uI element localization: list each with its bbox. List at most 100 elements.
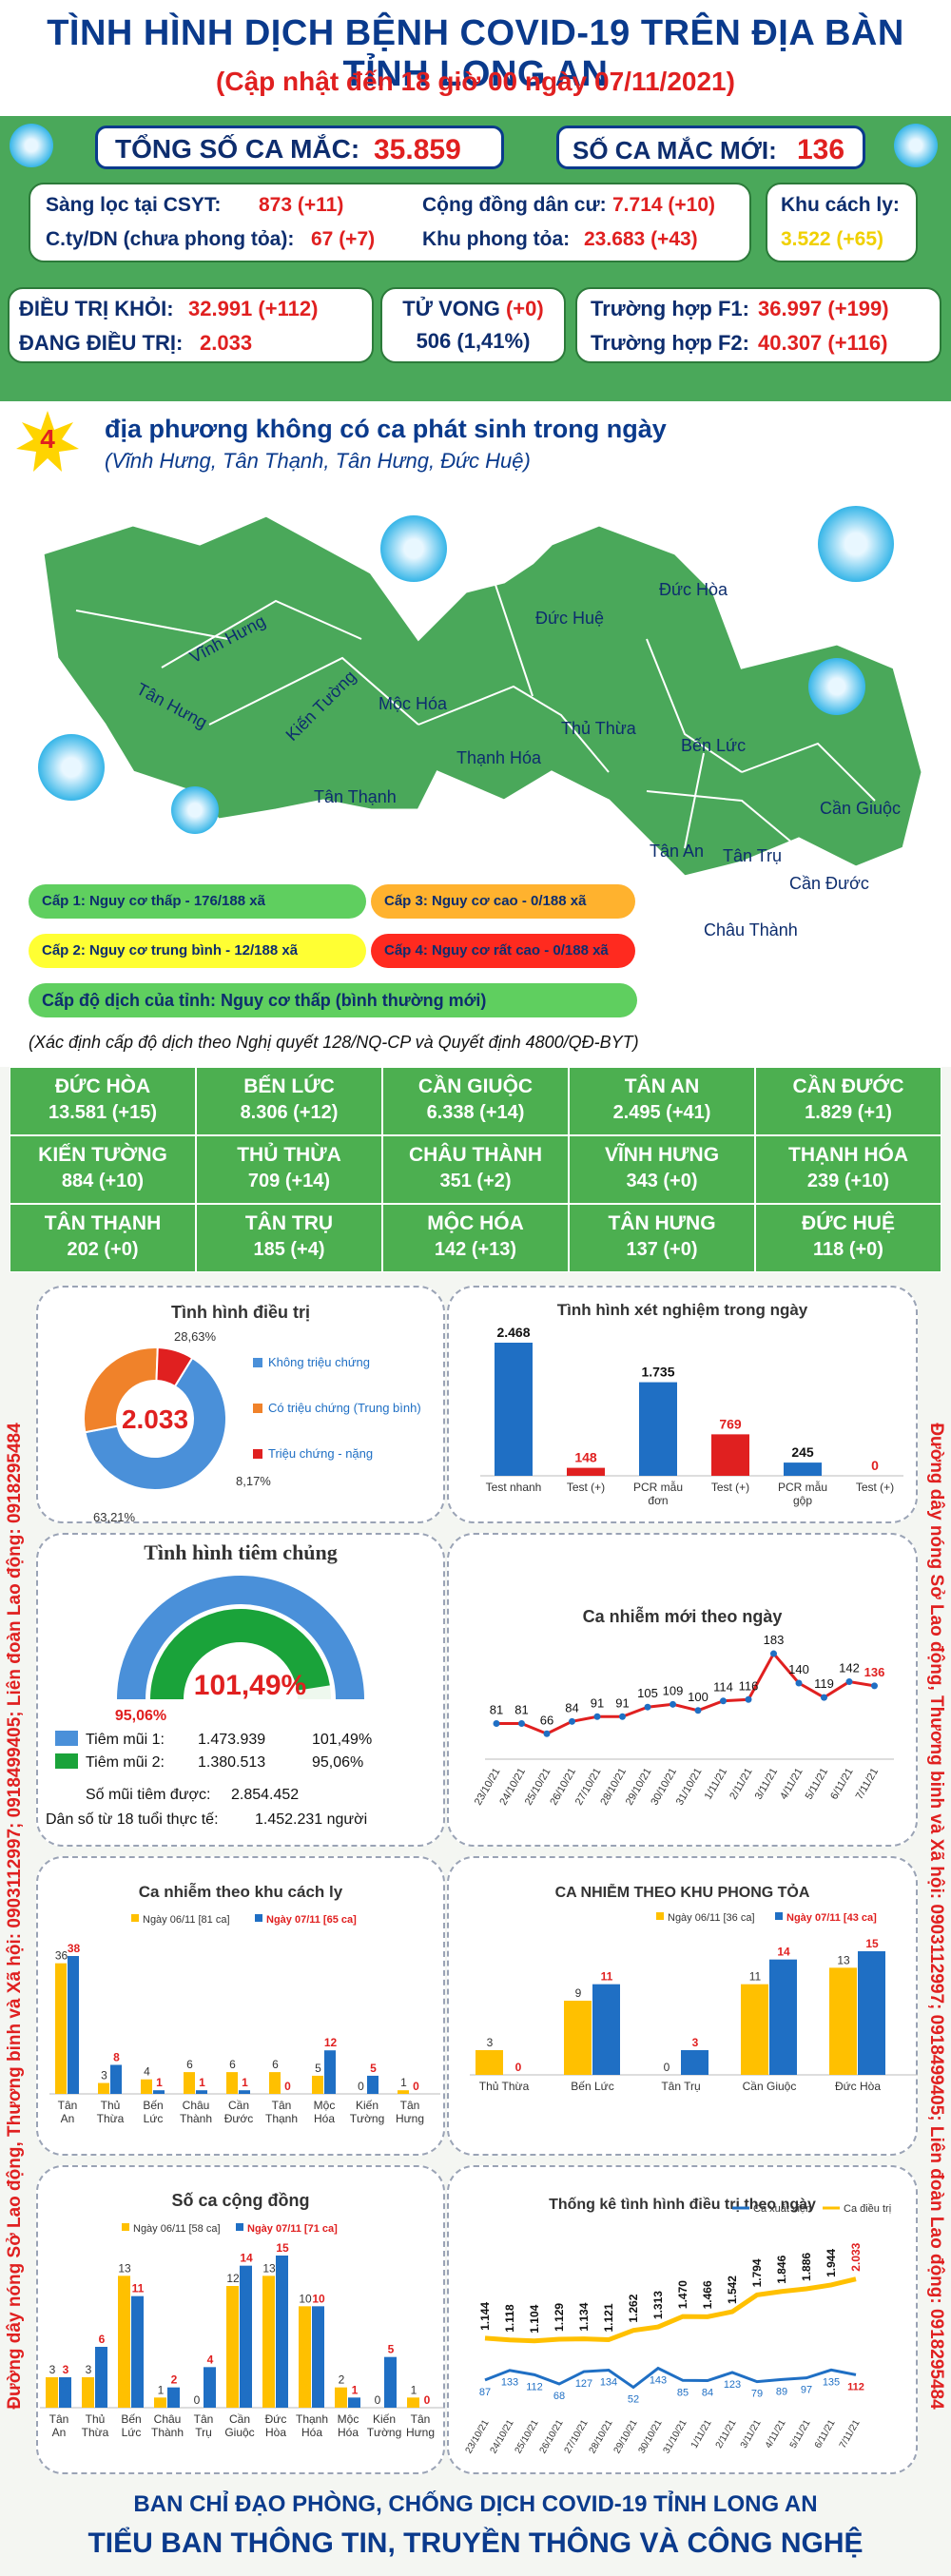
data-point (593, 1713, 601, 1720)
district-name: CẦN ĐƯỚC (792, 1075, 904, 1097)
tick-label: gộp (793, 1494, 812, 1507)
data-label: 1.134 (577, 2302, 591, 2331)
tick-label: Tường (367, 2426, 402, 2439)
data-label: 14 (777, 1946, 790, 1959)
district-value: 1.829 (+1) (805, 1102, 892, 1123)
tick-label: Lức (144, 2112, 164, 2125)
tick-label: 1/11/21 (689, 2418, 714, 2450)
data-label: 0 (284, 2080, 291, 2093)
data-point (619, 1713, 626, 1720)
tick-label: Giuộc (224, 2426, 254, 2439)
f1-value: 36.997 (+199) (758, 297, 889, 320)
data-label: 89 (776, 2386, 787, 2397)
data-label: 1.118 (503, 2304, 516, 2333)
data-label: 135 (823, 2376, 840, 2388)
legend-value: 1.473.939 (198, 1732, 265, 1748)
district-cell: TÂN THẠNH 202 (+0) (10, 1204, 196, 1272)
data-label: 0 (424, 2393, 431, 2407)
data-label: 6 (99, 2333, 106, 2346)
legend-swatch (131, 1914, 139, 1922)
tick-label: Hóa (338, 2426, 359, 2439)
testing-title: Tình hình xét nghiệm trong ngày (556, 1301, 808, 1319)
pie-slice (155, 1346, 194, 1388)
data-label: 1.846 (775, 2255, 788, 2283)
district-value: 118 (+0) (813, 1239, 883, 1260)
bar (348, 2397, 360, 2408)
bar (312, 2306, 324, 2408)
data-label: 97 (801, 2385, 812, 2396)
data-label: 1 (158, 2383, 165, 2396)
sun-badge (16, 411, 79, 472)
lockdown-chart: Ngày 06/11 [36 ca] Ngày 07/11 [43 ca] 3 0 Th… (470, 1912, 918, 2093)
phong-toa-label: Khu phong tỏa: (422, 228, 571, 250)
bar (262, 2276, 275, 2408)
data-label: 10 (299, 2292, 312, 2305)
tick-label: 23/10/21 (464, 2418, 492, 2456)
bar (324, 2050, 336, 2094)
tick-label: Cần (229, 2412, 250, 2426)
region-label: Tân Trụ (723, 846, 783, 865)
bar (226, 2286, 239, 2408)
tick-label: Đước (224, 2112, 254, 2125)
tick-label: Hưng (396, 2112, 424, 2125)
bar (46, 2377, 58, 2408)
district-cell: ĐỨC HUỆ 118 (+0) (755, 1204, 941, 1272)
tick-label: Cần (228, 2099, 249, 2112)
legend-swatch (656, 1912, 664, 1920)
bar (276, 2256, 288, 2408)
tick-label: 5/11/21 (788, 2418, 813, 2450)
data-label: 1 (156, 2076, 163, 2089)
data-label: 12 (324, 2036, 338, 2049)
tick-label: 31/10/21 (662, 2418, 689, 2456)
data-label: 769 (719, 1416, 742, 1431)
data-label: 1.144 (478, 2302, 492, 2331)
cach-ly-value: 3.522 (+65) (781, 228, 883, 250)
data-label: 11 (132, 2282, 145, 2295)
data-label: 3 (63, 2363, 69, 2376)
bar (98, 2082, 109, 2094)
data-label: 38 (68, 1942, 81, 1955)
tick-label: đơn (648, 1494, 668, 1507)
data-label: 14 (240, 2252, 253, 2265)
bar (55, 1963, 67, 2094)
tick-label: 7/11/21 (838, 2418, 863, 2450)
dang-value: 2.033 (200, 331, 253, 355)
bar (858, 1951, 885, 2075)
hotline-left: Đường dây nóng Sở Lao động, Thương binh … (5, 1423, 25, 2410)
quarantine-panel (36, 1856, 445, 2156)
tick-label: Mộc (338, 2412, 359, 2426)
cach-ly-label: Khu cách ly: (781, 194, 900, 216)
legend-label: Ca điều trị (844, 2203, 891, 2215)
virus-icon (171, 786, 219, 834)
tick-label: Tân (49, 2412, 69, 2426)
bar (476, 2050, 503, 2075)
total-value: 35.859 (374, 134, 461, 165)
data-label: 13 (118, 2261, 131, 2275)
legend-swatch (253, 1404, 262, 1413)
district-name: CHÂU THÀNH (409, 1144, 542, 1166)
data-point (720, 1697, 727, 1705)
district-value: 884 (+10) (61, 1171, 145, 1191)
district-name: TÂN HƯNG (608, 1212, 716, 1234)
series-line (496, 1651, 875, 1735)
district-name: TÂN TRỤ (244, 1212, 334, 1234)
tick-label: Tân (272, 2099, 292, 2112)
tick-label: Test (+) (567, 1481, 605, 1494)
data-point (745, 1695, 752, 1703)
level-basis: (Xác định cấp độ dịch theo Nghị quyết 12… (29, 1033, 639, 1052)
data-label: 3 (101, 2069, 107, 2082)
tick-label: Mộc (314, 2099, 336, 2112)
gauge-sub: 95,06% (115, 1708, 166, 1724)
level-3-pill: Cấp 3: Nguy cơ cao - 0/188 xã (371, 884, 635, 919)
tick-label: 6/11/21 (813, 2418, 838, 2450)
data-label: 133 (501, 2377, 518, 2389)
legend-label: Ngày 07/11 [71 ca] (247, 2223, 338, 2235)
bar (592, 1984, 620, 2075)
data-label: 1 (352, 2383, 359, 2396)
pop-value: 1.452.231 người (255, 1811, 367, 1828)
tick-label: Cần Giuộc (743, 2080, 797, 2093)
legend-swatch (253, 1449, 262, 1459)
district-name: KIẾN TƯỜNG (38, 1144, 167, 1166)
region-label: Châu Thành (704, 920, 798, 939)
bar (495, 1343, 533, 1476)
